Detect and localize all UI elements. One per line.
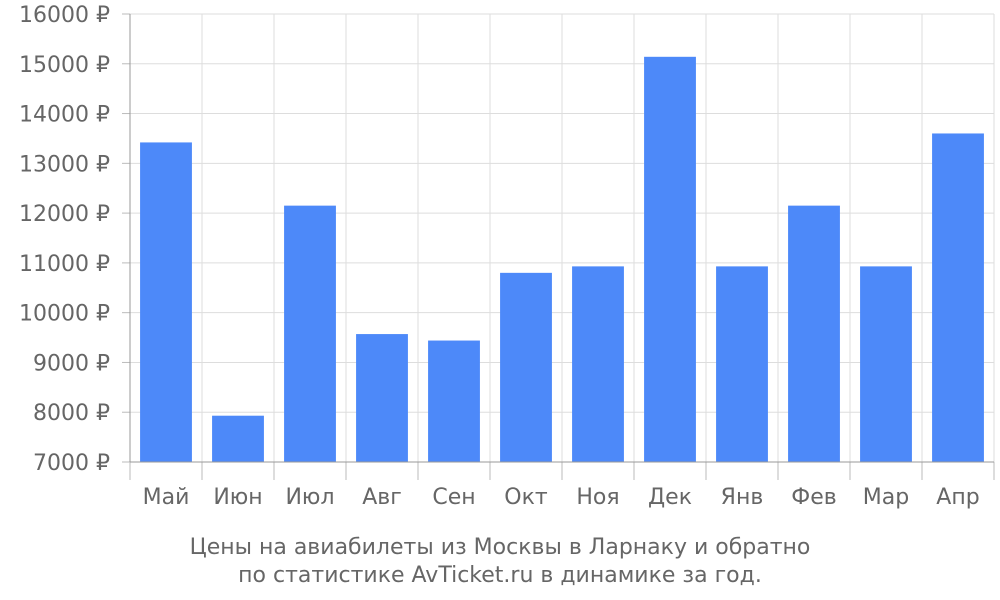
- y-tick-label: 11000 ₽: [19, 252, 110, 277]
- y-tick-label: 12000 ₽: [19, 202, 110, 227]
- bar-chart: 7000 ₽ 8000 ₽ 9000 ₽ 10000 ₽ 11000 ₽ 12000 ₽ 1…: [19, 3, 995, 510]
- x-tick-label: Май: [143, 485, 190, 510]
- axes: [122, 13, 995, 480]
- bar-1: [140, 142, 192, 462]
- x-tick-label: Авг: [362, 485, 402, 510]
- x-tick-label: Сен: [432, 485, 475, 510]
- x-tick-label: Дек: [648, 485, 692, 510]
- x-tick-label: Окт: [504, 485, 548, 510]
- bar-10: [788, 205, 840, 462]
- chart-caption-line-2: по статистике AvTicket.ru в динамике за …: [238, 563, 762, 588]
- y-tick-label: 16000 ₽: [19, 3, 110, 28]
- y-tick-label: 13000 ₽: [19, 152, 110, 177]
- bar-8: [644, 56, 696, 462]
- y-tick-labels: 7000 ₽ 8000 ₽ 9000 ₽ 10000 ₽ 11000 ₽ 12000 ₽ 1…: [19, 3, 110, 476]
- bar-11: [860, 266, 912, 462]
- bar-3: [284, 205, 336, 462]
- x-tick-label: Фев: [791, 485, 836, 510]
- y-tick-label: 10000 ₽: [19, 302, 110, 327]
- bar-6: [500, 272, 552, 462]
- y-tick-label: 15000 ₽: [19, 53, 110, 78]
- bar-7: [572, 266, 624, 462]
- x-tick-label: Мар: [863, 485, 909, 510]
- bar-9: [716, 266, 768, 462]
- bars: [140, 56, 984, 462]
- chart-caption-line-1: Цены на авиабилеты из Москвы в Ларнаку и…: [189, 535, 811, 560]
- y-tick-label: 14000 ₽: [19, 103, 110, 128]
- y-tick-label: 9000 ₽: [33, 351, 110, 376]
- x-tick-labels: Май Июн Июл Авг Сен Окт Ноя Дек Янв Фев Мар Апр: [143, 485, 980, 510]
- bar-12: [932, 133, 984, 462]
- y-tick-label: 8000 ₽: [33, 401, 110, 426]
- bar-5: [428, 340, 480, 462]
- y-tick-label: 7000 ₽: [33, 451, 110, 476]
- x-tick-label: Июн: [213, 485, 262, 510]
- x-tick-label: Янв: [721, 485, 764, 510]
- x-tick-label: Ноя: [576, 485, 619, 510]
- x-tick-label: Апр: [936, 485, 979, 510]
- bar-2: [212, 415, 264, 462]
- x-tick-label: Июл: [285, 485, 334, 510]
- bar-4: [356, 334, 408, 462]
